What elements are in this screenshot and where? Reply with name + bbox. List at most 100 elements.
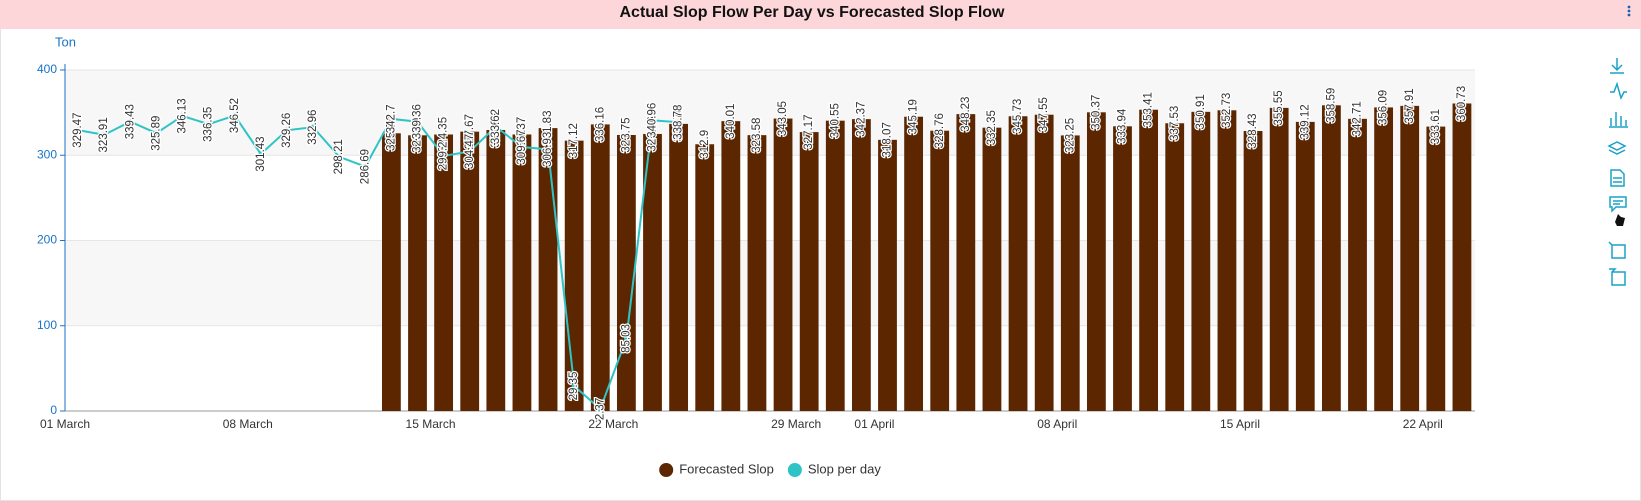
bar xyxy=(1034,114,1054,411)
line-point xyxy=(258,151,264,157)
comment-icon[interactable] xyxy=(1609,196,1627,213)
x-tick-label: 01 April xyxy=(854,417,894,431)
menu-button[interactable] xyxy=(1627,5,1631,17)
legend-swatch xyxy=(659,463,674,477)
value-label: 343.05 xyxy=(777,101,789,136)
bar xyxy=(904,116,924,411)
bar xyxy=(1374,107,1394,411)
bar xyxy=(408,135,427,411)
x-tick-label: 29 March xyxy=(771,417,821,431)
stack-icon[interactable] xyxy=(1607,141,1627,155)
value-label: 323.58 xyxy=(751,118,763,153)
line-point xyxy=(597,406,603,412)
line-point xyxy=(180,113,185,119)
x-tick-label: 01 March xyxy=(40,417,90,431)
value-label: 304.47 xyxy=(464,134,476,169)
value-label: 358.59 xyxy=(1325,88,1337,123)
line-point xyxy=(571,383,577,389)
value-label: 333.61 xyxy=(1430,109,1442,144)
bar-icon[interactable] xyxy=(1609,112,1628,128)
value-label: 332.96 xyxy=(307,110,319,145)
line-point xyxy=(441,153,447,159)
bar xyxy=(1321,105,1341,411)
menu-dot xyxy=(1627,13,1631,17)
value-label: 309.67 xyxy=(516,129,528,164)
value-label: 328.76 xyxy=(934,113,946,148)
bar xyxy=(538,128,558,411)
line-point xyxy=(388,116,394,122)
value-label: 342.71 xyxy=(1352,101,1364,136)
bar xyxy=(747,135,767,411)
plot-band xyxy=(65,70,1475,156)
value-label: 346.52 xyxy=(229,98,241,133)
value-label: 336.16 xyxy=(594,107,606,142)
value-label: 333.62 xyxy=(490,109,502,144)
y-axis-label: Ton xyxy=(55,34,76,49)
bar xyxy=(460,131,480,412)
bar xyxy=(930,130,950,411)
bar xyxy=(486,129,506,411)
document-icon[interactable] xyxy=(1610,169,1625,187)
value-label: 318.07 xyxy=(882,122,894,157)
line-point xyxy=(336,154,342,160)
y-tick-label: 400 xyxy=(37,62,57,76)
value-label: 338.78 xyxy=(673,105,685,140)
header-bar xyxy=(0,0,1641,29)
pan-icon[interactable] xyxy=(1615,214,1625,226)
line-point xyxy=(362,164,368,170)
bar xyxy=(799,132,819,411)
value-label: 324.96 xyxy=(647,116,659,151)
line-point xyxy=(467,148,473,154)
value-label: 350.91 xyxy=(1195,94,1207,129)
line-point xyxy=(206,121,212,127)
reset-icon[interactable] xyxy=(1609,268,1626,286)
bar xyxy=(1269,107,1289,412)
bar xyxy=(590,124,610,412)
value-label: 342.7 xyxy=(385,104,397,133)
value-label: 339.43 xyxy=(124,104,136,139)
bar xyxy=(643,133,662,411)
line-icon[interactable] xyxy=(1610,81,1627,101)
x-tick-label: 08 April xyxy=(1037,417,1077,431)
chart-title: Actual Slop Flow Per Day vs Forecasted S… xyxy=(620,4,1006,21)
value-label: 312.9 xyxy=(699,130,711,159)
value-label: 332.35 xyxy=(986,110,998,145)
value-label: 325.89 xyxy=(150,116,162,151)
bar xyxy=(1191,111,1211,411)
value-label: 324.37 xyxy=(516,117,528,152)
value-label: 286.69 xyxy=(359,149,371,184)
bar xyxy=(956,114,976,412)
value-label: 340.01 xyxy=(725,104,737,139)
bar xyxy=(1060,135,1080,411)
bar xyxy=(1400,105,1420,412)
download-icon[interactable] xyxy=(1610,58,1624,74)
bar xyxy=(1217,110,1237,412)
line-point xyxy=(153,130,159,136)
value-label: 329.62 xyxy=(490,112,502,147)
legend-label: Forecasted Slop xyxy=(679,461,774,476)
value-label: 340.55 xyxy=(829,103,841,138)
bar xyxy=(1113,126,1132,411)
zoom-in-icon[interactable] xyxy=(1608,241,1626,259)
value-label: 336.78 xyxy=(673,106,685,141)
y-tick-label: 100 xyxy=(37,318,57,332)
toolbar xyxy=(1607,58,1628,286)
line-point xyxy=(650,117,655,123)
value-label: 328.43 xyxy=(1247,113,1259,148)
value-label: 306.93 xyxy=(542,132,554,167)
x-tick-label: 15 March xyxy=(406,417,456,431)
bar xyxy=(1086,112,1106,412)
value-label: 299.2 xyxy=(438,142,450,171)
y-tick-label: 0 xyxy=(50,403,57,417)
value-label: 357.91 xyxy=(1404,88,1416,123)
value-label: 346.13 xyxy=(177,98,189,133)
value-label: 29.35 xyxy=(568,372,580,401)
value-label: 356.09 xyxy=(1378,90,1390,125)
line-point xyxy=(519,144,525,150)
value-label: 324.35 xyxy=(438,117,450,152)
bar xyxy=(434,134,454,411)
value-label: 355.55 xyxy=(1273,90,1285,125)
bar xyxy=(669,123,689,411)
legend: Forecasted Slop Slop per day xyxy=(659,461,881,477)
